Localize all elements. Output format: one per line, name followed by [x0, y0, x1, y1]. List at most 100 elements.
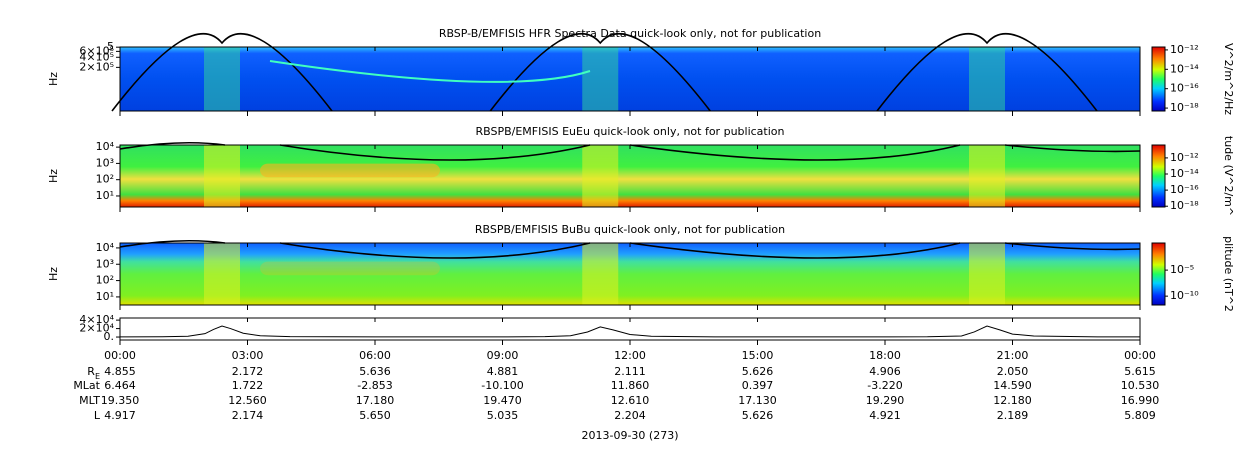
colorbar-tick-label: 10⁻¹⁶	[1170, 82, 1199, 95]
colorbar	[1151, 144, 1166, 208]
ephemeris-value: 19.290	[866, 394, 905, 407]
ephemeris-value: 5.035	[487, 409, 519, 422]
ephemeris-label-text: R	[87, 365, 95, 378]
colorbar-tick-label: 10⁻⁵	[1170, 263, 1194, 276]
x-axis-label: 2013-09-30 (273)	[581, 429, 678, 442]
burst	[969, 47, 1005, 111]
y-tick-label: 10⁴	[96, 241, 115, 254]
y-tick-label: 10⁴	[96, 140, 115, 153]
ephemeris-value: 2.050	[997, 365, 1029, 378]
ephemeris-value: 2.172	[232, 365, 264, 378]
ephemeris-value: 17.180	[356, 394, 395, 407]
colorbar	[1151, 46, 1166, 112]
ephemeris-value: 4.917	[104, 409, 136, 422]
colorbar-tick-label: 10⁻¹⁸	[1170, 101, 1199, 114]
spectrogram-features	[119, 239, 1141, 305]
spectrogram-features	[119, 141, 1141, 207]
ephemeris-label-text: MLT	[79, 394, 100, 407]
colorbar-label: plitude (nT^2	[1222, 236, 1235, 312]
colorbar-tick-label: 10⁻¹⁸	[1170, 199, 1199, 212]
ephemeris-label-text: L	[94, 409, 101, 422]
y-axis-label: Hz	[47, 169, 60, 183]
x-tick-label: 00:00	[104, 349, 136, 362]
y-axis-label: Hz	[47, 72, 60, 86]
x-tick-label: 09:00	[487, 349, 519, 362]
ephemeris-label: MLat	[73, 379, 100, 392]
ephemeris-value: -10.100	[481, 379, 523, 392]
ephemeris-value: 2.189	[997, 409, 1029, 422]
ephemeris-value: 6.464	[104, 379, 136, 392]
burst	[582, 145, 619, 207]
ephemeris-value: 17.130	[738, 394, 777, 407]
ephemeris-value: 2.174	[232, 409, 264, 422]
colorbar-tick-label: 10⁻¹⁶	[1170, 183, 1199, 196]
ephemeris-label: MLT	[79, 394, 100, 407]
y-tick-label: 10²	[96, 274, 114, 287]
y-tick-label: 4×10⁴	[79, 313, 114, 326]
ephemeris-value: 10.530	[1121, 379, 1160, 392]
ephemeris-value: -2.853	[357, 379, 392, 392]
y-tick-label: 4×10⁵	[79, 50, 114, 63]
y-tick-label: 5	[107, 40, 114, 53]
panel-title: RBSPB/EMFISIS EuEu quick-look only, not …	[475, 125, 784, 138]
burst	[582, 243, 619, 305]
hiss-band	[260, 163, 440, 178]
ephemeris-value: 11.860	[611, 379, 650, 392]
cyclotron-line	[119, 239, 1141, 259]
ephemeris-value: 0.397	[742, 379, 774, 392]
ephemeris-value: 5.626	[742, 365, 774, 378]
y-tick-label: 10²	[96, 173, 114, 186]
y-tick-label: 0.	[104, 330, 115, 343]
ephemeris-value: 12.180	[993, 394, 1032, 407]
y-tick-label: 6×10⁵	[79, 44, 114, 57]
colorbar-tick-label: 10⁻¹⁴	[1170, 62, 1199, 75]
x-tick-label: 15:00	[742, 349, 774, 362]
x-tick-label: 18:00	[869, 349, 901, 362]
ephemeris-value: 4.906	[869, 365, 901, 378]
ephemeris-label: L	[94, 409, 101, 422]
y-tick-label: 10¹	[96, 189, 114, 202]
cyclotron-line	[119, 141, 1141, 161]
colorbar-tick-label: 10⁻¹²	[1170, 151, 1199, 164]
y-tick-label: 10¹	[96, 290, 114, 303]
x-tick-label: 12:00	[614, 349, 646, 362]
burst	[204, 47, 240, 111]
ephemeris-value: 16.990	[1121, 394, 1160, 407]
hiss-band	[260, 261, 440, 276]
ephemeris-value: 19.470	[483, 394, 522, 407]
ephemeris-value: 19.350	[101, 394, 140, 407]
ephemeris-value: 4.921	[869, 409, 901, 422]
colorbar-tick-label: 10⁻¹⁰	[1170, 289, 1199, 302]
burst	[204, 145, 240, 207]
ephemeris-label-sub: E	[95, 372, 100, 381]
panel-title: RBSPB/EMFISIS BuBu quick-look only, not …	[475, 223, 785, 236]
ephemeris-value: 5.626	[742, 409, 774, 422]
x-tick-label: 21:00	[997, 349, 1029, 362]
ephemeris-value: 1.722	[232, 379, 264, 392]
ephemeris-value: 14.590	[993, 379, 1032, 392]
ephemeris-value: 5.615	[1124, 365, 1156, 378]
ephemeris-label-text: MLat	[73, 379, 100, 392]
ephemeris-value: 12.560	[228, 394, 267, 407]
colorbar-tick-label: 10⁻¹⁴	[1170, 167, 1199, 180]
ephemeris-value: -3.220	[867, 379, 902, 392]
colorbar-tick-label: 10⁻¹²	[1170, 43, 1199, 56]
y-tick-label: 10³	[96, 257, 114, 270]
y-tick-label: 2×10⁴	[79, 322, 114, 335]
ephemeris-label: RE	[87, 365, 100, 381]
plasma-line	[111, 33, 333, 112]
ephemeris-value: 5.809	[1124, 409, 1156, 422]
plasma-line	[489, 33, 711, 112]
ephemeris-value: 5.650	[359, 409, 391, 422]
y-tick-label: 2×10⁵	[79, 60, 114, 73]
burst	[582, 47, 619, 111]
burst	[969, 243, 1005, 305]
y-axis-label: Hz	[47, 267, 60, 281]
ephemeris-value: 2.111	[614, 365, 646, 378]
ephemeris-value: 4.881	[487, 365, 519, 378]
ephemeris-value: 5.636	[359, 365, 391, 378]
colorbar-label: V^2/m^2/Hz	[1222, 43, 1235, 115]
burst	[204, 243, 240, 305]
ephemeris-value: 2.204	[614, 409, 646, 422]
